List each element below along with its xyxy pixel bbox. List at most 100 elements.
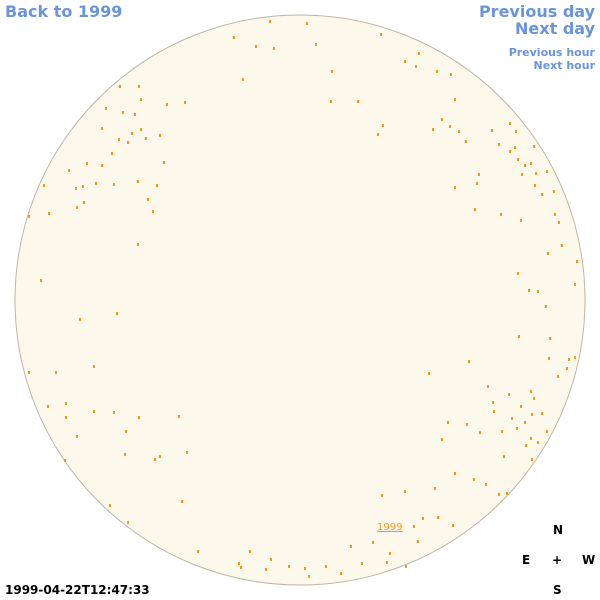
- sky-marker: [450, 73, 452, 76]
- sky-disk: [14, 14, 586, 586]
- compass-north: N: [553, 523, 564, 537]
- sky-marker: [422, 517, 424, 520]
- sky-marker: [428, 372, 430, 375]
- sky-marker: [530, 162, 532, 165]
- sky-marker: [549, 337, 551, 340]
- sky-marker: [255, 45, 257, 48]
- sky-marker: [79, 318, 81, 321]
- sky-marker: [125, 430, 127, 433]
- sky-marker: [116, 312, 118, 315]
- compass-east: E: [522, 553, 531, 567]
- sky-marker: [197, 550, 199, 553]
- sky-marker: [75, 187, 77, 190]
- sky-marker: [238, 562, 240, 565]
- sky-marker: [537, 441, 539, 444]
- previous-hour-link[interactable]: Previous hour: [508, 46, 595, 59]
- sky-marker: [503, 455, 505, 458]
- sky-marker: [474, 208, 476, 211]
- sky-marker: [553, 190, 555, 193]
- sky-marker: [138, 85, 140, 88]
- sky-marker: [159, 455, 161, 458]
- sky-marker: [533, 397, 535, 400]
- sky-marker: [101, 127, 103, 130]
- sky-marker: [325, 565, 327, 568]
- sky-marker: [166, 103, 168, 106]
- sky-marker: [417, 540, 419, 543]
- sky-marker: [93, 410, 95, 413]
- sky-marker: [273, 47, 275, 50]
- sky-marker: [184, 101, 186, 104]
- sky-marker: [517, 158, 519, 161]
- sky-marker: [574, 283, 576, 286]
- sky-marker: [76, 435, 78, 438]
- sky-marker: [545, 305, 547, 308]
- sky-marker: [548, 357, 550, 360]
- sky-marker: [520, 219, 522, 222]
- sky-marker: [64, 459, 66, 462]
- sky-marker: [476, 182, 478, 185]
- sky-marker: [525, 444, 527, 447]
- sky-marker: [432, 128, 434, 131]
- next-day-link[interactable]: Next day: [515, 19, 595, 38]
- sky-marker: [485, 483, 487, 486]
- sky-marker: [546, 170, 548, 173]
- sky-marker: [449, 125, 451, 128]
- sky-marker: [521, 173, 523, 176]
- sky-marker: [531, 413, 533, 416]
- sky-marker: [533, 145, 535, 148]
- sky-marker: [95, 182, 97, 185]
- sky-marker: [487, 385, 489, 388]
- compass-center: +: [552, 553, 563, 567]
- sky-marker: [454, 186, 456, 189]
- sky-marker: [147, 198, 149, 201]
- sky-marker: [466, 423, 468, 426]
- sky-marker: [561, 244, 563, 247]
- sky-marker: [159, 134, 161, 137]
- sky-marker: [48, 212, 50, 215]
- sky-marker: [515, 130, 517, 133]
- sky-marker: [140, 98, 142, 101]
- sky-marker: [140, 128, 142, 131]
- sky-marker: [530, 437, 532, 440]
- sky-marker: [178, 415, 180, 418]
- sky-marker: [454, 472, 456, 475]
- sky-marker: [122, 111, 124, 114]
- previous-day-link[interactable]: Previous day: [478, 2, 595, 21]
- sky-marker: [447, 421, 449, 424]
- sky-marker: [547, 252, 549, 255]
- sky-marker: [82, 185, 84, 188]
- sky-marker: [415, 65, 417, 68]
- sky-marker: [437, 516, 439, 519]
- sky-marker: [152, 210, 154, 213]
- sky-marker: [541, 193, 543, 196]
- sky-marker: [528, 289, 530, 292]
- sky-marker: [516, 427, 518, 430]
- sky-marker: [124, 453, 126, 456]
- sky-label-link[interactable]: 1999: [377, 522, 402, 533]
- sky-label-1999[interactable]: 1999: [377, 522, 402, 533]
- sky-marker: [43, 184, 45, 187]
- sky-marker: [509, 150, 511, 153]
- sky-marker: [554, 213, 556, 216]
- sky-marker: [441, 438, 443, 441]
- sky-marker: [492, 401, 494, 404]
- marker-layer: [28, 20, 578, 578]
- sky-marker: [506, 492, 508, 495]
- next-hour-link[interactable]: Next hour: [533, 59, 596, 72]
- sky-marker: [473, 478, 475, 481]
- sky-marker: [101, 164, 103, 167]
- sky-marker: [40, 279, 42, 282]
- sky-marker: [186, 451, 188, 454]
- sky-marker: [514, 146, 516, 149]
- sky-marker: [524, 164, 526, 167]
- sky-marker: [306, 22, 308, 25]
- sky-marker: [530, 390, 532, 393]
- sky-marker: [119, 85, 121, 88]
- sky-marker: [493, 410, 495, 413]
- sky-marker: [372, 541, 374, 544]
- back-to-1999-link[interactable]: Back to 1999: [5, 2, 123, 21]
- sky-marker: [76, 206, 78, 209]
- sky-marker: [498, 143, 500, 146]
- sky-marker: [28, 215, 30, 218]
